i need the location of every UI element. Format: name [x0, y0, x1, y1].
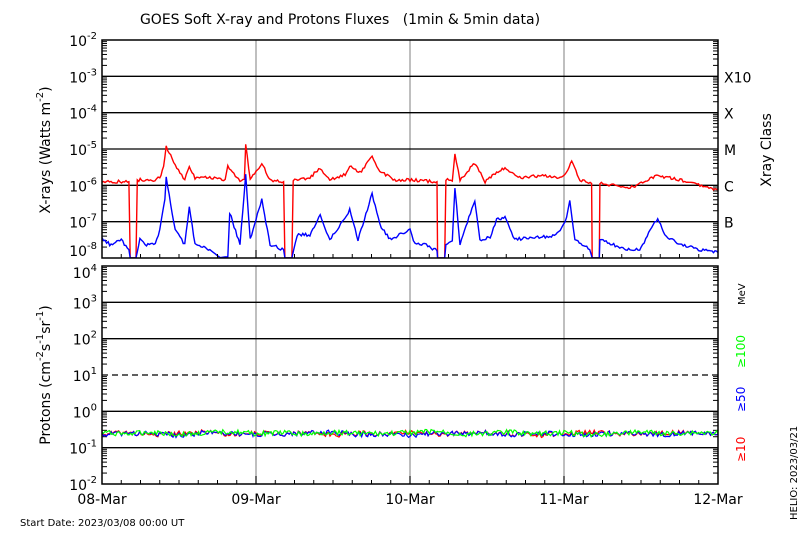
y-tick-label: 101 [73, 366, 97, 385]
legend-ge50: ≥50 [734, 387, 748, 412]
xray-class-axis-label: Xray Class [759, 113, 775, 187]
y-tick-label: 10-4 [69, 104, 97, 123]
xray-axis-label: X-rays (Watts m-2) [35, 86, 54, 213]
start-date: Start Date: 2023/03/08 00:00 UT [20, 518, 185, 529]
xray-class-label: C [724, 179, 734, 195]
y-tick-label: 10-7 [69, 213, 97, 232]
y-tick-label: 103 [73, 293, 97, 312]
y-tick-label: 10-6 [69, 176, 97, 195]
xray-class-label: B [724, 216, 734, 232]
y-tick-label: 10-2 [69, 31, 97, 50]
xray-class-label: X [724, 107, 734, 123]
xray-class-label: X10 [724, 70, 751, 86]
series-line-short-0-5-4-A- [102, 174, 718, 258]
series-line--100 [102, 428, 718, 438]
chart-title: GOES Soft X-ray and Protons Fluxes (1min… [140, 12, 540, 28]
legend-ge10: ≥10 [734, 437, 748, 462]
x-tick-label: 12-Mar [693, 492, 743, 508]
y-tick-label: 10-2 [69, 475, 97, 494]
x-tick-label: 09-Mar [231, 492, 281, 508]
y-tick-label: 10-8 [69, 241, 97, 260]
x-tick-label: 11-Mar [539, 492, 589, 508]
y-tick-label: 104 [73, 263, 97, 282]
y-tick-label: 10-3 [69, 67, 97, 86]
x-tick-label: 10-Mar [385, 492, 435, 508]
mev-label: MeV [737, 283, 748, 305]
proton-axis-label: Protons (cm-2s-1sr-1) [35, 305, 54, 444]
x-tick-label: 08-Mar [77, 492, 127, 508]
y-tick-label: 102 [73, 330, 97, 349]
y-tick-label: 10-1 [69, 439, 97, 458]
xray-class-label: M [724, 143, 736, 159]
series-line-long-1-8-A- [102, 144, 718, 258]
y-tick-label: 10-5 [69, 140, 97, 159]
legend-ge100: ≥100 [734, 335, 748, 368]
helio-date: HELIO: 2023/03/21 [789, 426, 800, 520]
y-tick-label: 100 [73, 402, 97, 421]
